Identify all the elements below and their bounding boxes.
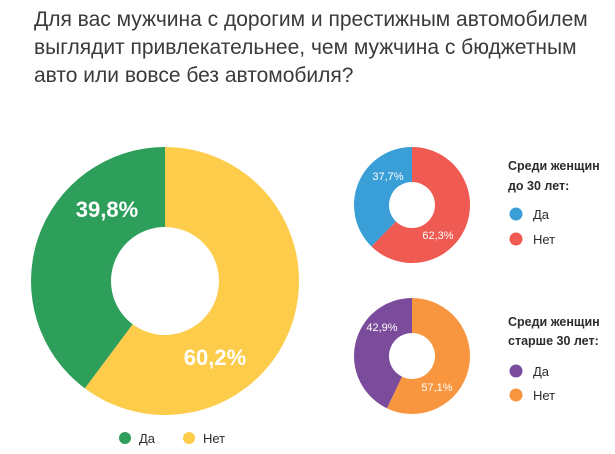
- legend-main-marker-yes: [119, 432, 131, 444]
- donut1-label-yes: 37,7%: [372, 171, 403, 183]
- donut2-slice-yes: [354, 298, 412, 409]
- donut0-label-no: 60,2%: [184, 345, 246, 370]
- donut0-slice-yes: [31, 147, 165, 389]
- legend-main-marker-no: [183, 432, 195, 444]
- donut1-slice-no: [371, 146, 471, 263]
- donut2-title-line-2: старше 30 лет:: [508, 334, 599, 348]
- legend2-marker-yes: [509, 364, 523, 378]
- legend-main-label-yes: Да: [139, 431, 156, 446]
- legend-main-label-no: Нет: [203, 431, 225, 446]
- donut2-label-no: 57,1%: [421, 382, 452, 394]
- donut2-label-yes: 42,9%: [366, 322, 397, 334]
- donut2-title-line-1: Среди женщин: [508, 315, 600, 329]
- donut1-slice-yes: [354, 147, 412, 247]
- donut2-slice-no: [386, 298, 470, 414]
- donut1-label-no: 62,3%: [422, 230, 453, 242]
- donut1-title-line-2: до 30 лет:: [508, 179, 569, 193]
- donut0-slice-no: [84, 147, 299, 416]
- legend2-marker-no: [509, 388, 523, 402]
- donut1-title-line-1: Среди женщин: [508, 159, 600, 173]
- legend2-label-no: Нет: [533, 388, 555, 403]
- legend1-marker-yes: [509, 207, 523, 221]
- chart-title: Для вас мужчина с дорогим и престижным а…: [34, 8, 588, 87]
- legend1-marker-no: [509, 232, 523, 246]
- donut0-label-yes: 39,8%: [76, 197, 138, 222]
- legend1-label-yes: Да: [533, 207, 550, 222]
- legend2-label-yes: Да: [533, 364, 550, 379]
- legend1-label-no: Нет: [533, 232, 555, 247]
